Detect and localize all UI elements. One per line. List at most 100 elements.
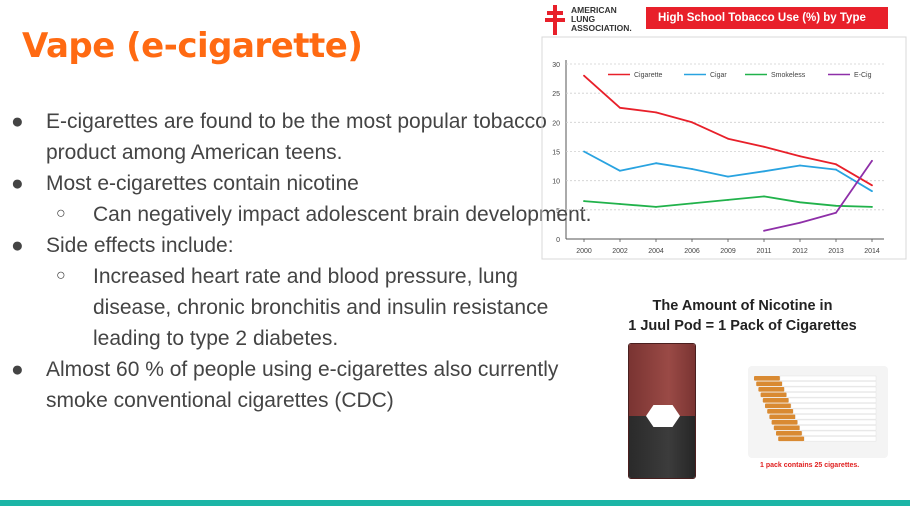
bullet-circle-icon: ○ [56,267,66,284]
x-tick-label: 2000 [576,248,592,255]
bullet-text: Increased heart rate and blood pressure,… [93,265,549,350]
nicotine-heading-line-1: The Amount of Nicotine in [652,298,833,314]
bullet-item: ● E-cigarettes are found to be the most p… [0,106,600,168]
data-point [871,190,873,193]
cigarette-pack-image [748,366,888,458]
cigarette-paper [784,386,877,392]
cigarette-paper [801,430,877,436]
bullet-dot-icon: ● [11,358,24,381]
bullet-text: Most e-cigarettes contain nicotine [46,172,359,195]
cigarette-filter [760,392,787,398]
data-point [799,155,801,158]
cigarette-filter [765,403,791,409]
data-point [799,164,801,167]
data-point [835,211,837,214]
data-point [691,121,693,124]
data-point [655,206,657,208]
data-point [763,145,765,148]
data-point [619,169,621,172]
bullet-dot-icon: ● [11,234,24,257]
bullet-list: ● E-cigarettes are found to be the most p… [0,106,600,416]
data-point [691,202,693,205]
pod-window [646,405,680,427]
y-tick-label: 10 [552,179,560,186]
footer-bar [0,500,910,506]
x-tick-label: 2013 [828,248,844,255]
pod-top [629,344,695,416]
cigarette-paper [797,419,877,425]
pack-caption: 1 pack contains 25 cigarettes. [760,462,860,469]
bullet-text: Side effects include: [46,234,234,257]
line-chart: 0 5 10 15 20 25 30 2000 2002 2004 2006 2009 2011 2012… [541,36,907,260]
cigarette-paper [799,425,877,431]
logo-line-2: LUNG [571,14,596,24]
cigarette-paper [788,397,877,403]
cigarette-filter [762,398,789,403]
cigarette-filter [758,387,785,392]
bullet-text: Almost 60 % of people using e-cigarettes… [46,358,559,412]
sub-bullet-item: ○ Increased heart rate and blood pressure… [0,261,600,354]
bullet-circle-icon: ○ [56,205,66,222]
data-point [835,168,837,171]
sub-bullet-item: ○ Can negatively impact adolescent brain … [0,199,600,230]
y-tick-label: 25 [552,91,560,98]
y-tick-label: 15 [552,150,560,157]
juul-pod-image [628,343,696,479]
cigarette-filter [771,420,798,425]
x-tick-label: 2002 [612,248,628,255]
cigarette-paper [795,414,877,420]
bullet-item: ● Most e-cigarettes contain nicotine [0,168,600,199]
data-point [871,184,873,187]
data-point [799,201,801,204]
cigarette-paper [804,436,877,442]
legend-label: Cigar [710,72,727,79]
cigarette-filter [778,436,805,442]
lorraine-cross-icon [545,5,565,35]
data-point [583,150,585,153]
x-tick-label: 2014 [864,248,880,255]
x-tick-label: 2006 [684,248,700,255]
cigarette-paper [779,375,877,381]
series-line-smokeless [583,195,873,208]
data-point [799,221,801,224]
x-tick-label: 2004 [648,248,664,255]
cigarette-filter [773,425,800,431]
cigarette-filter [754,376,780,381]
data-point [727,175,729,178]
x-tick-label: 2011 [756,248,771,255]
logo-text: AMERICAN LUNG ASSOCIATION. [571,6,632,33]
legend-label: Cigarette [634,72,663,79]
data-point [619,106,621,109]
bullet-text: E-cigarettes are found to be the most po… [46,110,547,164]
data-point [727,199,729,201]
data-point [835,163,837,166]
y-tick-label: 20 [552,120,560,127]
slide-title: Vape (e-cigarette) [22,26,363,66]
x-tick-label: 2012 [792,248,808,255]
cigarette-filter [756,381,783,387]
nicotine-heading-line-2: 1 Juul Pod = 1 Pack of Cigarettes [628,318,857,334]
legend-label: Smokeless [771,72,806,79]
cigarette-paper [786,392,877,398]
logo-line-3: ASSOCIATION. [571,23,632,33]
data-point [763,229,765,232]
x-tick-label: 2009 [720,248,736,255]
data-point [871,159,873,162]
y-tick-label: 30 [552,62,560,69]
data-point [727,137,729,140]
cigarette-paper [782,381,877,387]
chart-title: High School Tobacco Use (%) by Type [646,7,888,29]
bullet-item: ● Almost 60 % of people using e-cigarette… [0,354,600,416]
chart-border [541,36,907,260]
cigarettes-illustration [754,375,877,442]
legend-label: E-Cig [854,72,872,79]
cigarette-filter [769,414,796,420]
cigarette-paper [793,408,877,414]
cigarette-paper [790,403,877,409]
chart-panel: AMERICAN LUNG ASSOCIATION. High School T… [538,0,910,262]
data-point [655,162,657,165]
bullet-dot-icon: ● [11,172,24,195]
y-tick-label: 0 [556,237,560,244]
data-point [835,204,837,207]
data-point [763,195,765,198]
